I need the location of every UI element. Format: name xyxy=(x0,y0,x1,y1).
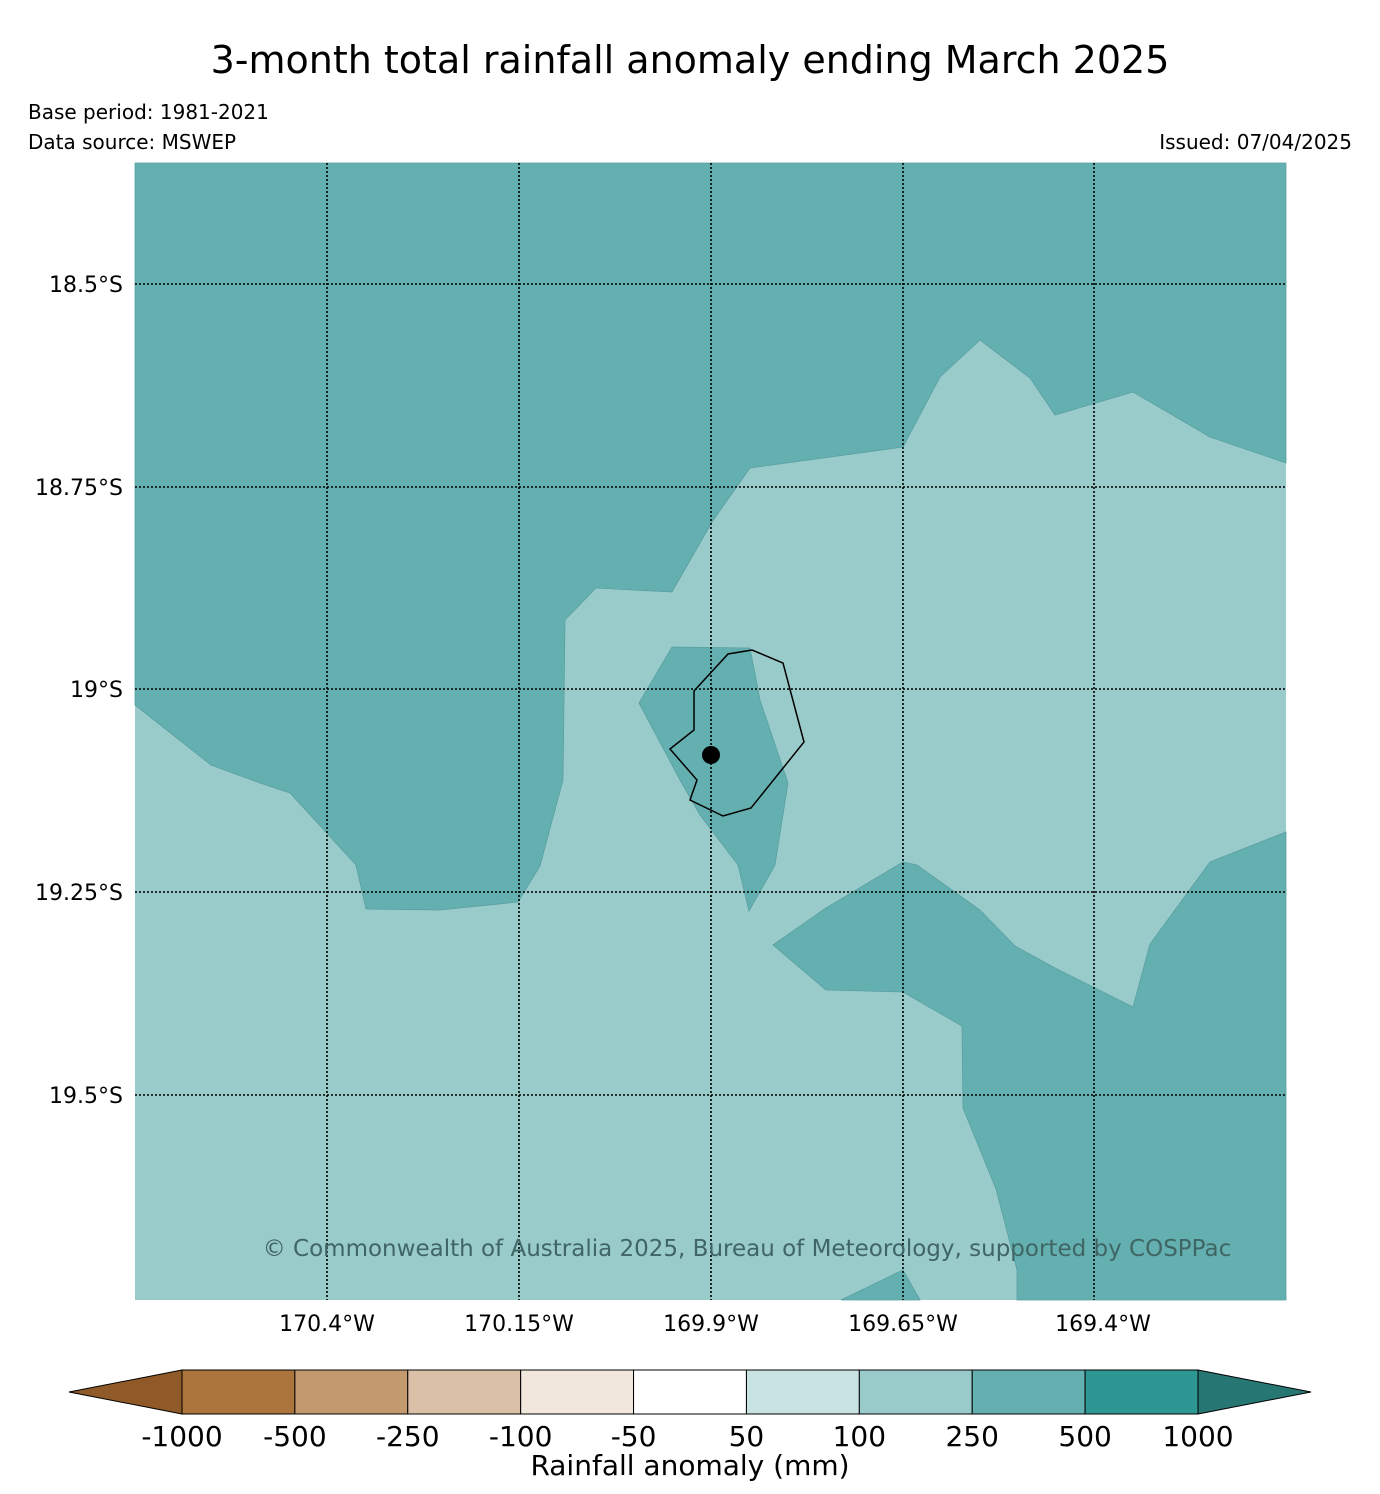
colorbar-segment xyxy=(407,1369,522,1415)
colorbar-extend-high xyxy=(1197,1369,1312,1415)
lat-label-19-25: 19.25°S xyxy=(35,881,123,906)
lat-label-19: 19°S xyxy=(70,678,123,703)
colorbar-segment xyxy=(181,1369,296,1415)
lon-label-170-4: 170.4°W xyxy=(279,1312,375,1337)
colorbar-tick-label: -250 xyxy=(376,1420,440,1453)
colorbar-segment xyxy=(633,1369,747,1415)
colorbar-tick-label: 1000 xyxy=(1162,1420,1233,1453)
colorbar-segment xyxy=(520,1369,635,1415)
colorbar-tick-label: -100 xyxy=(489,1420,553,1453)
colorbar: -1000 -500 -250 -100 -50 50 100 250 500 1000 Rain… xyxy=(68,1369,1312,1482)
copyright-notice: © Commonwealth of Australia 2025, Bureau… xyxy=(263,1236,1232,1262)
colorbar-tick-label: 250 xyxy=(945,1420,998,1453)
colorbar-segment xyxy=(294,1369,409,1415)
colorbar-tick-label: -50 xyxy=(611,1420,657,1453)
colorbar-tick-label: -500 xyxy=(263,1420,327,1453)
lat-label-18-75: 18.75°S xyxy=(35,476,123,501)
lat-label-19-5: 19.5°S xyxy=(49,1084,123,1109)
data-source: Data source: MSWEP xyxy=(28,130,237,154)
anomaly-250-500-regions xyxy=(134,162,1287,1301)
colorbar-extend-low xyxy=(68,1369,183,1415)
colorbar-tick-label: -1000 xyxy=(141,1420,222,1453)
base-period: Base period: 1981-2021 xyxy=(28,100,269,124)
island-coastline xyxy=(668,649,805,817)
issued-date: Issued: 07/04/2025 xyxy=(1159,130,1352,154)
location-marker xyxy=(702,746,720,764)
lon-label-170-15: 170.15°W xyxy=(464,1312,574,1337)
colorbar-segment xyxy=(1084,1369,1199,1415)
latitude-labels: 18.5°S 18.75°S 19°S 19.25°S 19.5°S xyxy=(35,273,123,1109)
lon-label-169-9: 169.9°W xyxy=(663,1312,759,1337)
colorbar-tick-label: 50 xyxy=(729,1420,765,1453)
region-south-small xyxy=(840,1269,921,1301)
region-central-island xyxy=(638,646,789,913)
colorbar-tick-label: 500 xyxy=(1058,1420,1111,1453)
lat-label-18-5: 18.5°S xyxy=(49,273,123,298)
graticule xyxy=(135,163,1286,1300)
colorbar-segment xyxy=(858,1369,973,1415)
map-title: 3-month total rainfall anomaly ending Ma… xyxy=(210,38,1170,82)
colorbar-label: Rainfall anomaly (mm) xyxy=(530,1449,849,1482)
colorbar-segment xyxy=(971,1369,1086,1415)
lon-label-169-65: 169.65°W xyxy=(848,1312,958,1337)
colorbar-tick-label: 100 xyxy=(833,1420,886,1453)
colorbar-segment xyxy=(745,1369,860,1415)
lon-label-169-4: 169.4°W xyxy=(1055,1312,1151,1337)
longitude-labels: 170.4°W 170.15°W 169.9°W 169.65°W 169.4°… xyxy=(279,1312,1151,1337)
region-north-west xyxy=(134,162,1287,911)
colorbar-tick-labels: -1000 -500 -250 -100 -50 50 100 250 500 1000 xyxy=(141,1420,1233,1453)
region-south-east xyxy=(772,831,1287,1301)
colorbar-segments xyxy=(181,1369,1199,1415)
